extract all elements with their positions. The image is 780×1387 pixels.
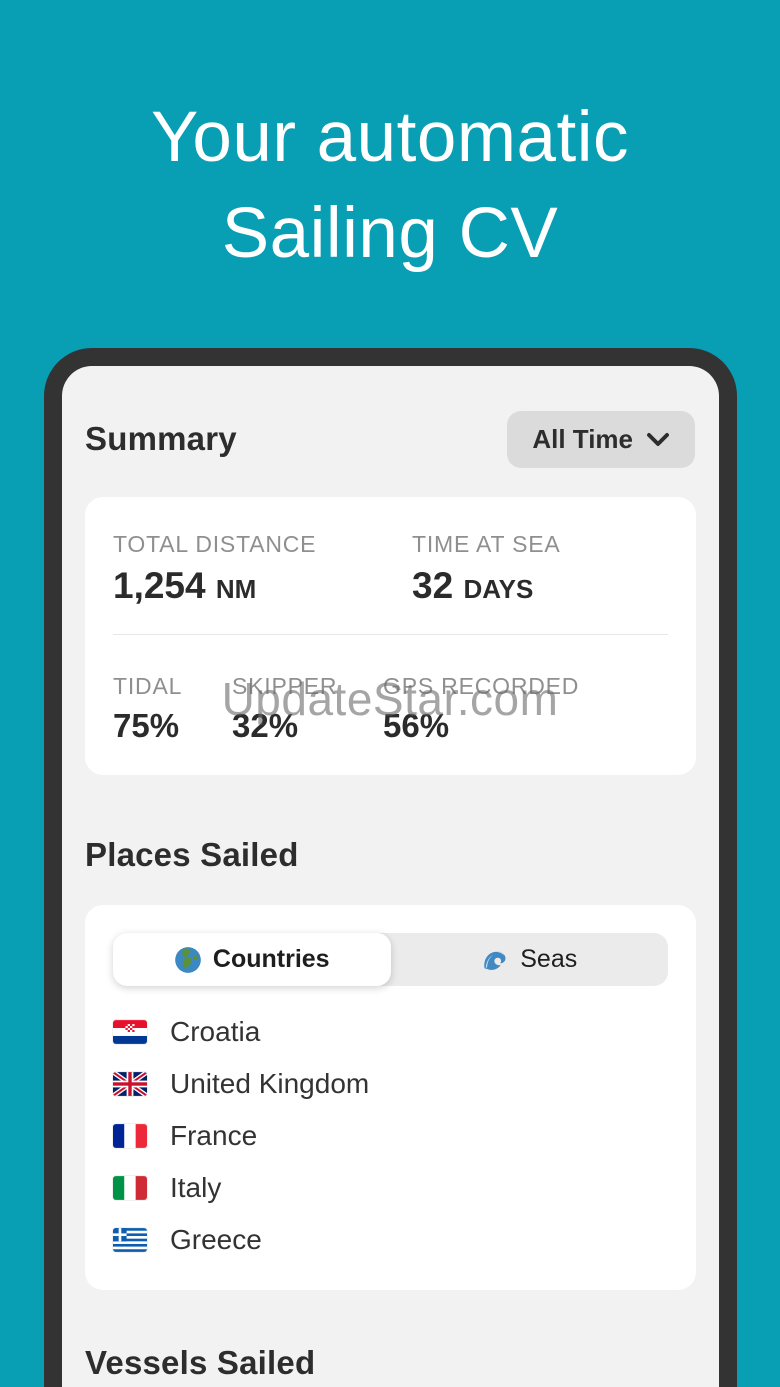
time-filter-label: All Time xyxy=(532,423,633,454)
tab-label: Countries xyxy=(212,945,330,973)
summary-stats-card: TOTAL DISTANCE 1,254 NM TIME AT SEA 32 D… xyxy=(85,497,696,775)
stat-total-distance: TOTAL DISTANCE 1,254 NM xyxy=(113,531,316,607)
country-name: Italy xyxy=(170,1172,222,1203)
stats-divider xyxy=(113,634,668,635)
stat-value: 56% xyxy=(383,707,450,744)
country-name: Greece xyxy=(170,1224,262,1255)
time-filter-button[interactable]: All Time xyxy=(507,410,695,468)
vessels-sailed-heading: Vessels Sailed xyxy=(85,1344,316,1381)
list-item-italy[interactable]: Italy xyxy=(113,1169,369,1207)
hero-title-line1: Your automatic xyxy=(151,98,629,177)
stat-label: SKIPPER xyxy=(232,673,338,699)
uk-flag-icon xyxy=(113,1072,147,1096)
phone-mockup: Summary All Time TOTAL DISTANCE 1,254 NM… xyxy=(44,348,737,1387)
stat-value: 32 DAYS xyxy=(412,565,534,606)
hero-title-line2: Sailing CV xyxy=(221,194,559,273)
italy-flag-icon xyxy=(113,1176,147,1200)
places-sailed-heading: Places Sailed xyxy=(85,836,299,873)
greece-flag-icon xyxy=(113,1228,147,1252)
stat-time-at-sea: TIME AT SEA 32 DAYS xyxy=(412,531,561,607)
country-name: Croatia xyxy=(170,1016,261,1047)
list-item-croatia[interactable]: Croatia xyxy=(113,1013,369,1051)
stat-tidal: TIDAL 75% xyxy=(113,673,182,745)
stat-skipper: SKIPPER 32% xyxy=(232,673,337,745)
globe-icon xyxy=(175,946,201,973)
tab-seas[interactable]: Seas xyxy=(391,933,669,986)
stat-unit: DAYS xyxy=(463,574,534,604)
list-item-greece[interactable]: Greece xyxy=(113,1221,369,1259)
france-flag-icon xyxy=(113,1124,147,1148)
tab-label: Seas xyxy=(520,945,578,973)
phone-screen: Summary All Time TOTAL DISTANCE 1,254 NM… xyxy=(62,366,719,1387)
stat-label: TOTAL DISTANCE xyxy=(113,531,317,557)
stat-gps-recorded: GPS RECORDED 56% xyxy=(383,673,579,745)
stat-value: 75% xyxy=(113,707,180,744)
country-name: United Kingdom xyxy=(170,1068,370,1099)
summary-header: Summary All Time xyxy=(85,410,695,468)
summary-heading: Summary xyxy=(85,420,237,457)
list-item-united-kingdom[interactable]: United Kingdom xyxy=(113,1065,369,1103)
country-list: Croatia United Kingdom xyxy=(113,1013,369,1259)
places-card: Countries Seas xyxy=(85,905,696,1290)
stat-value: 1,254 NM xyxy=(113,565,257,606)
hero-title: Your automatic Sailing CV xyxy=(0,90,780,282)
stat-label: TIDAL xyxy=(113,673,183,699)
stat-value: 32% xyxy=(232,707,299,744)
stat-unit: NM xyxy=(215,574,257,604)
list-item-france[interactable]: France xyxy=(113,1117,369,1155)
croatia-flag-icon xyxy=(113,1020,147,1044)
wave-icon xyxy=(484,950,506,970)
country-name: France xyxy=(170,1120,258,1151)
stat-label: GPS RECORDED xyxy=(383,673,580,699)
chevron-down-icon xyxy=(647,432,669,446)
places-tabs: Countries Seas xyxy=(113,933,668,986)
stat-label: TIME AT SEA xyxy=(412,531,561,557)
tab-countries[interactable]: Countries xyxy=(113,933,391,986)
